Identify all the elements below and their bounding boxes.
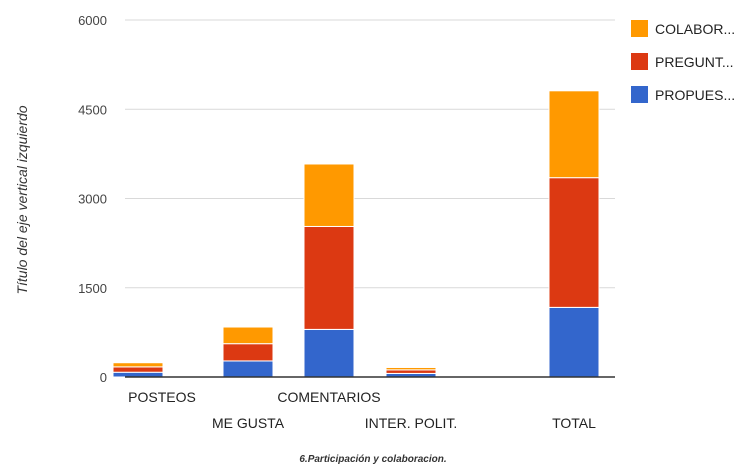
legend-swatch xyxy=(631,20,648,37)
y-axis-ticks: 0 1500 3000 4500 6000 xyxy=(78,13,107,385)
y-axis-title: Título del eje vertical izquierdo xyxy=(14,105,30,294)
bar-segment xyxy=(548,90,600,179)
x-tick-label: POSTEOS xyxy=(128,389,196,405)
chart-caption: 6.Participación y colaboracion. xyxy=(299,454,446,465)
legend-label: COLABOR... xyxy=(655,21,735,37)
y-tick-label: 0 xyxy=(100,370,107,385)
bar-segment xyxy=(222,326,274,345)
legend-label: PREGUNT... xyxy=(655,54,734,70)
bar-segment xyxy=(303,328,355,378)
x-tick-label: ME GUSTA xyxy=(212,415,285,431)
x-tick-label: COMENTARIOS xyxy=(277,389,380,405)
bar-segment xyxy=(385,369,437,374)
legend-swatch xyxy=(631,86,648,103)
bar-segment xyxy=(112,366,164,373)
x-tick-label: INTER. POLIT. xyxy=(365,415,458,431)
bar-segment xyxy=(385,366,437,371)
x-tick-label: TOTAL xyxy=(552,415,596,431)
bar-segment xyxy=(548,306,600,378)
gridlines xyxy=(125,19,615,289)
legend: COLABOR... PREGUNT... PROPUES... xyxy=(631,20,735,103)
bar-segment xyxy=(222,343,274,362)
bar-segment xyxy=(222,360,274,378)
bar-segment xyxy=(548,177,600,308)
category-labels: POSTEOS ME GUSTA COMENTARIOS INTER. POLIT. T… xyxy=(128,389,596,431)
bar-segment xyxy=(303,225,355,330)
legend-swatch xyxy=(631,53,648,70)
bar-segment xyxy=(112,362,164,368)
bar-segment xyxy=(303,163,355,227)
legend-label: PROPUES... xyxy=(655,87,735,103)
y-tick-label: 4500 xyxy=(78,102,107,117)
y-tick-label: 1500 xyxy=(78,281,107,296)
y-tick-label: 6000 xyxy=(78,13,107,28)
y-tick-label: 3000 xyxy=(78,192,107,207)
bars xyxy=(112,90,600,378)
